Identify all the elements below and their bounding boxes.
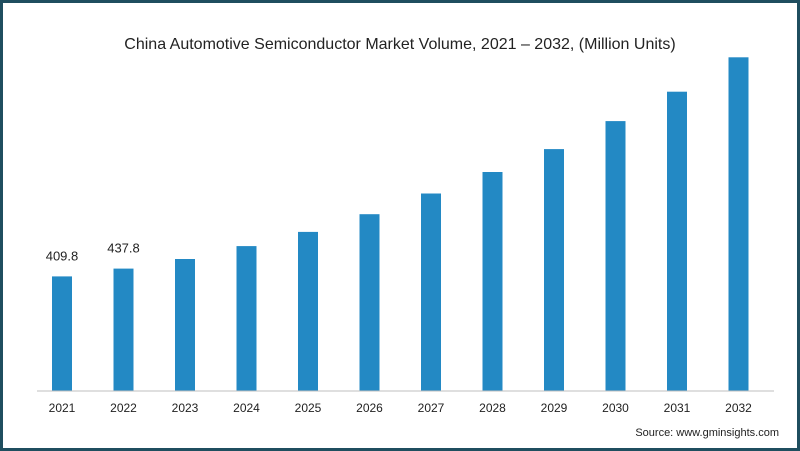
bars-group: [52, 57, 749, 392]
x-tick-label-2027: 2027: [418, 401, 445, 415]
bar-2030: [605, 121, 626, 391]
bar-2032: [728, 57, 749, 392]
x-tick-label-2029: 2029: [541, 401, 568, 415]
bar-2029: [544, 149, 564, 391]
bar-2025: [298, 231, 318, 391]
x-tick-label-2026: 2026: [356, 401, 383, 415]
x-tick-label-2025: 2025: [295, 401, 322, 415]
bar-2021: [52, 276, 72, 391]
bar-2026: [359, 214, 380, 391]
x-tick-label-2023: 2023: [172, 401, 199, 415]
x-tick-label-2024: 2024: [233, 401, 260, 415]
bar-2028: [482, 172, 503, 391]
data-label-2022: 437.8: [107, 241, 140, 256]
x-tick-label-2030: 2030: [602, 401, 629, 415]
x-tick-label-2032: 2032: [725, 401, 752, 415]
data-labels: 409.8 437.8: [46, 241, 140, 264]
bar-2023: [175, 259, 195, 391]
bar-2031: [667, 91, 687, 391]
chart-title: China Automotive Semiconductor Market Vo…: [124, 36, 675, 53]
x-tick-label-2021: 2021: [49, 401, 76, 415]
x-tick-label-2022: 2022: [110, 401, 137, 415]
data-label-2021: 409.8: [46, 248, 79, 263]
bar-chart: China Automotive Semiconductor Market Vo…: [37, 36, 779, 439]
x-tick-label-2031: 2031: [664, 401, 691, 415]
source-note: Source: www.gminsights.com: [635, 427, 779, 439]
x-tick-label-2028: 2028: [479, 401, 506, 415]
bar-2022: [113, 268, 134, 391]
bar-2027: [421, 193, 441, 391]
bar-2024: [236, 246, 257, 391]
x-tick-labels: 2021 2022 2023 2024 2025 2026 2027 2028 2029 2030…: [49, 401, 753, 415]
